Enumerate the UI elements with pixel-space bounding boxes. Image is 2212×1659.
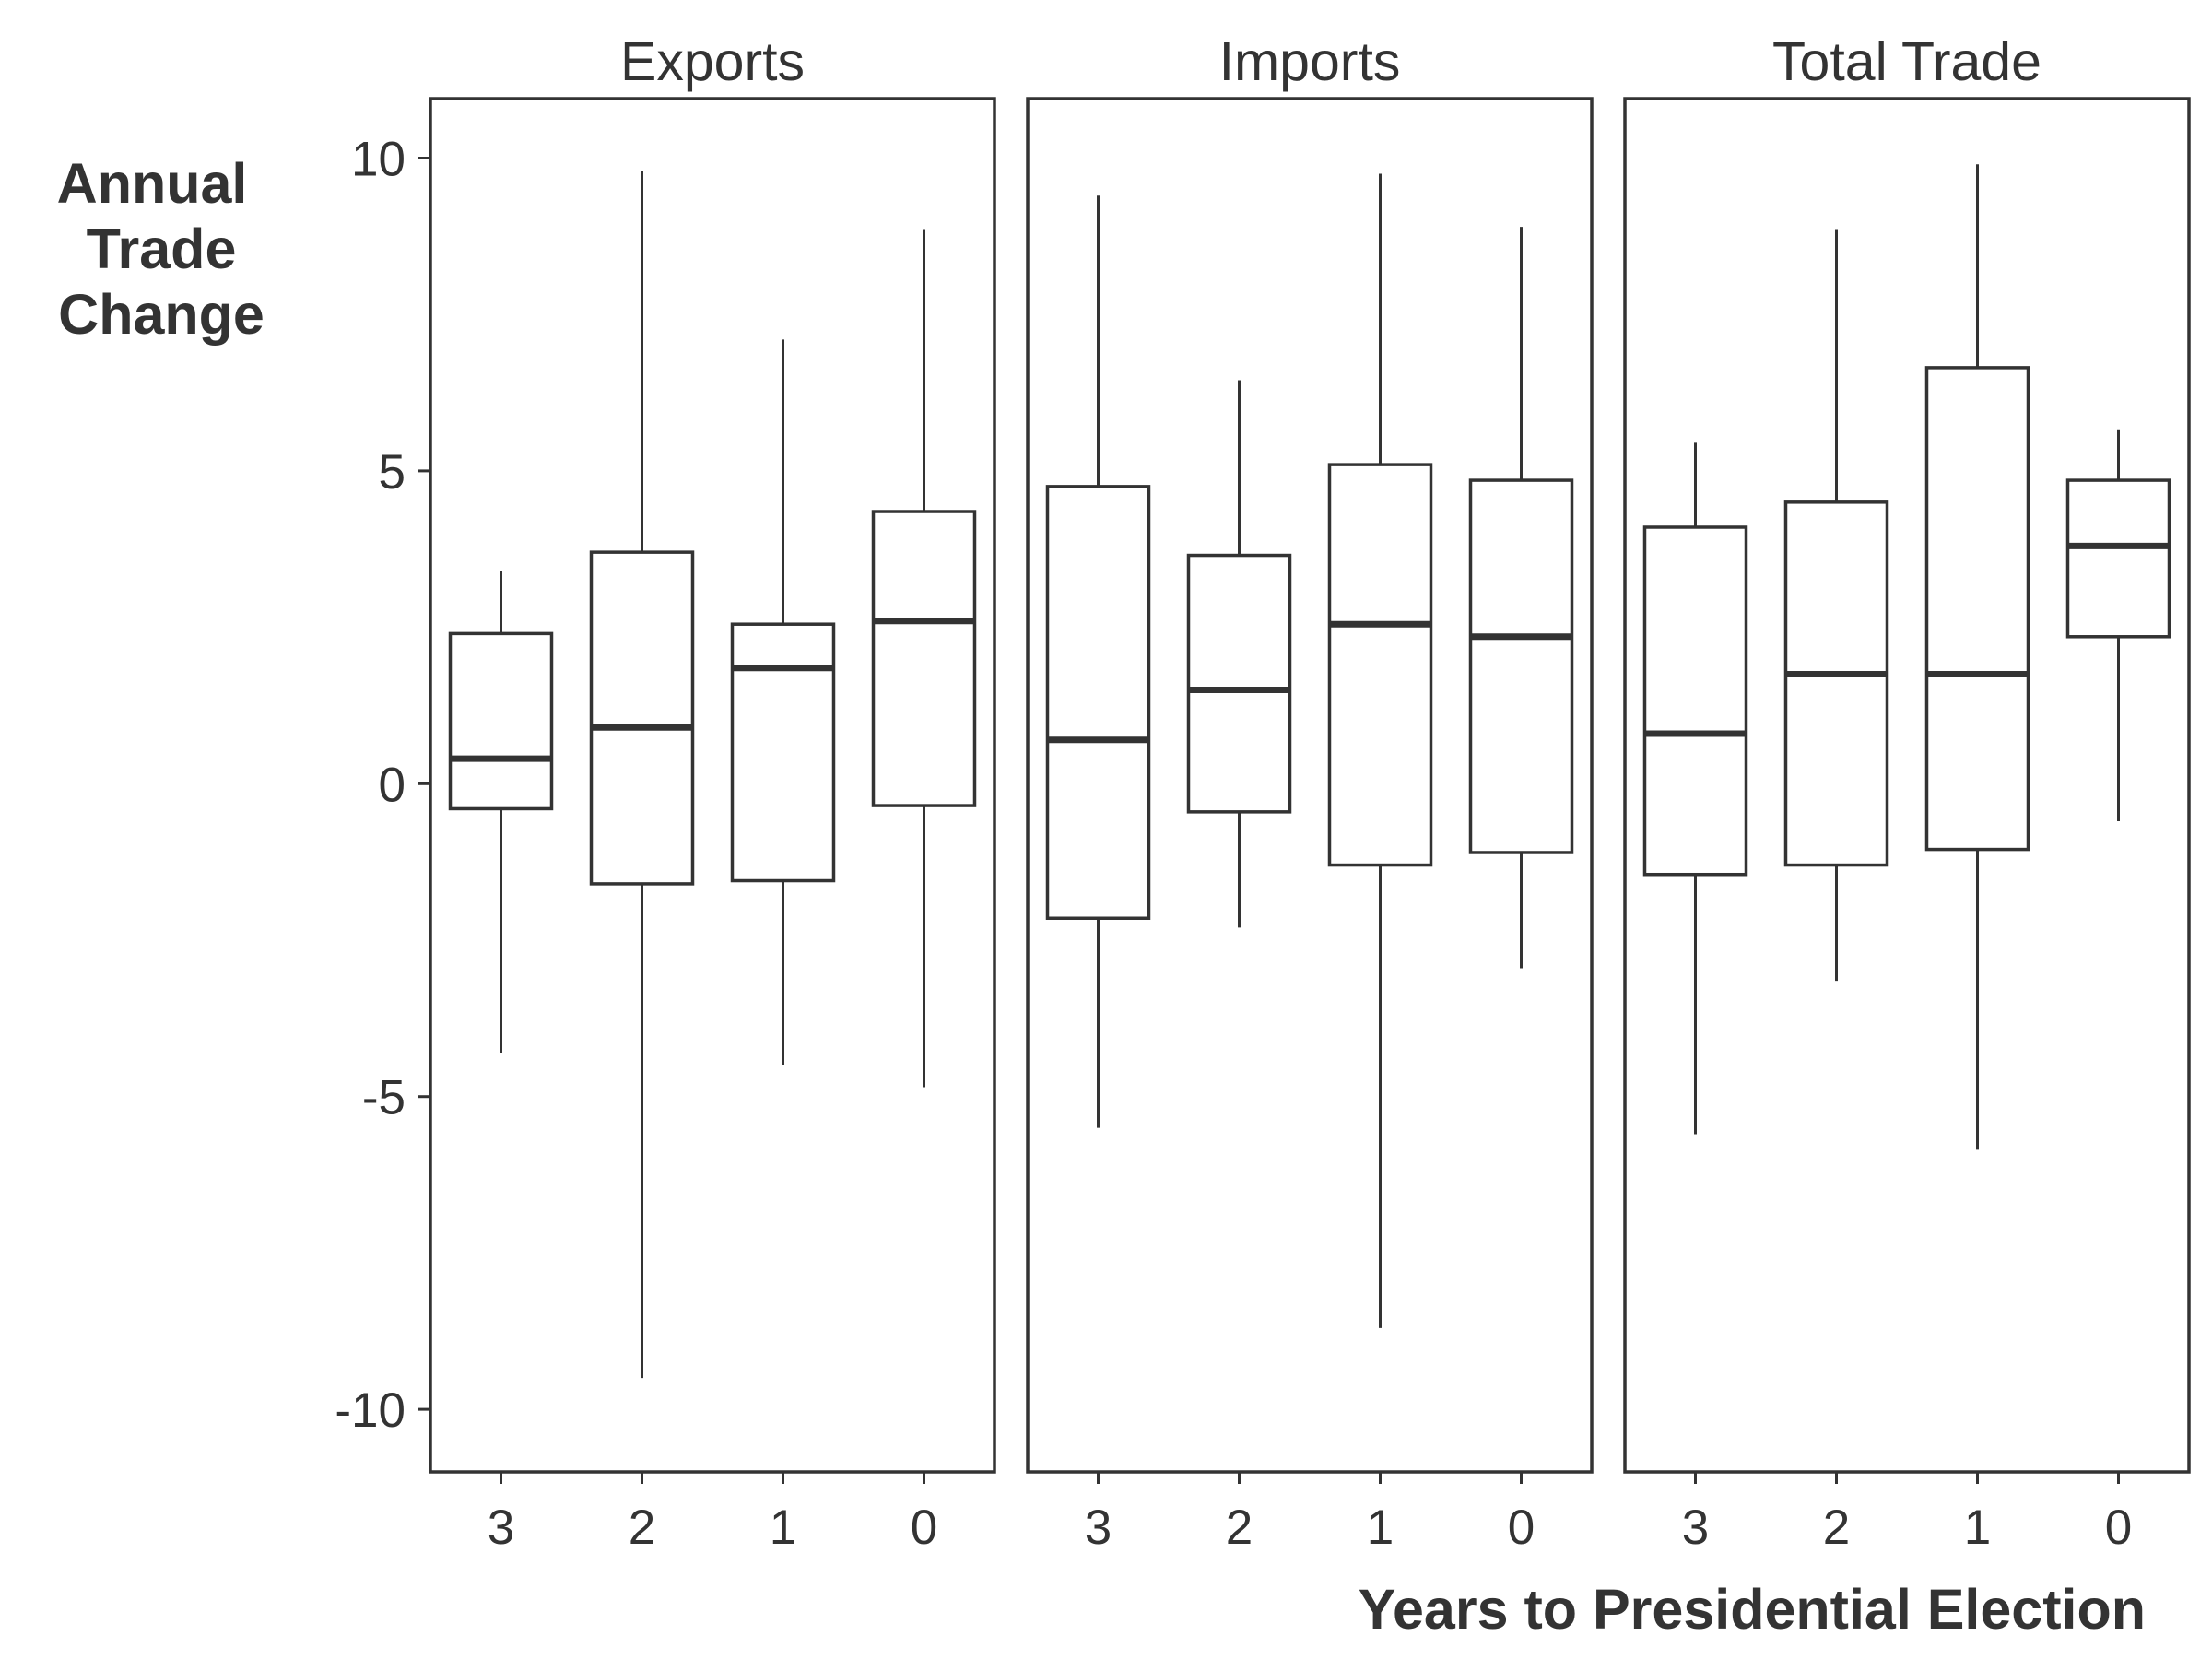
x-tick-label: 2 (629, 1500, 655, 1555)
facet-title: Imports (1219, 31, 1401, 92)
x-tick-label: 3 (1682, 1500, 1709, 1555)
box-iqr (1045, 485, 1151, 920)
box-iqr (1924, 366, 2030, 852)
x-axis-title: Years to Presidential Election (1359, 1578, 2146, 1641)
x-tick-label: 0 (1508, 1500, 1535, 1555)
facet-panel: Total Trade 3 2 1 0 (1623, 31, 2191, 1555)
box-iqr (2065, 478, 2171, 639)
y-tick-label: 10 (351, 132, 406, 186)
box-iqr (730, 622, 836, 883)
facet-title: Exports (620, 31, 805, 92)
panel-frame (429, 97, 996, 1474)
facet-panels: Exports 3 2 1 0 Imports 3 2 1 0 Total Trade 3 2 1 0 (429, 31, 2191, 1555)
panel-frame (1026, 97, 1594, 1474)
box-iqr (1642, 525, 1748, 877)
box-iqr (1186, 553, 1292, 814)
x-tick-label: 1 (1964, 1500, 1991, 1555)
y-axis: 10 5 0 -5 -10 (335, 132, 430, 1438)
box-iqr (871, 510, 977, 807)
box-iqr (448, 631, 554, 811)
y-tick-label: 0 (379, 758, 406, 812)
box-iqr (1468, 478, 1574, 854)
facet-panel: Imports 3 2 1 0 (1026, 31, 1594, 1555)
y-tick-label: 5 (379, 445, 406, 500)
x-tick-label: 0 (911, 1500, 937, 1555)
x-tick-label: 3 (1085, 1500, 1112, 1555)
box-iqr (589, 550, 695, 886)
x-tick-label: 1 (1367, 1500, 1394, 1555)
facet-title: Total Trade (1772, 31, 2041, 92)
y-axis-title: Annual Trade Change (57, 152, 265, 346)
x-tick-label: 0 (2105, 1500, 2132, 1555)
y-axis-title-line-3: Change (58, 283, 265, 346)
y-axis-title-line-1: Annual (57, 152, 248, 215)
facet-panel: Exports 3 2 1 0 (429, 31, 996, 1555)
box-iqr (1327, 463, 1433, 867)
y-axis-title-line-2: Trade (87, 218, 237, 280)
panel-frame (1623, 97, 2191, 1474)
x-tick-label: 2 (1823, 1500, 1850, 1555)
box-iqr (1783, 500, 1889, 867)
x-tick-label: 3 (488, 1500, 514, 1555)
y-tick-label: -10 (335, 1383, 406, 1438)
x-tick-label: 1 (770, 1500, 796, 1555)
y-tick-label: -5 (362, 1071, 406, 1125)
x-tick-label: 2 (1226, 1500, 1253, 1555)
